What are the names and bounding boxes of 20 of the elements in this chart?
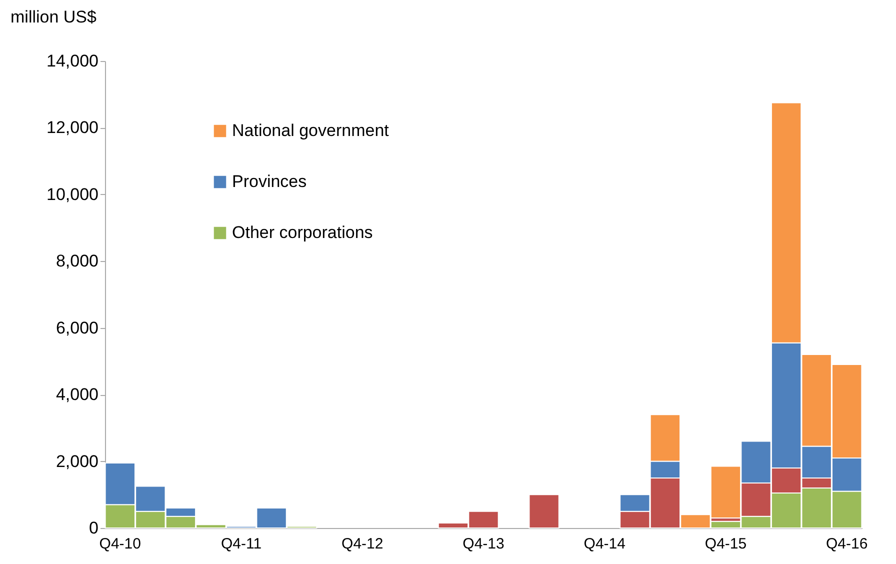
x-tick-label: Q4-11 <box>220 536 262 552</box>
y-tick-label: 12,000 <box>46 118 98 138</box>
x-tick-label: Q4-13 <box>462 536 504 552</box>
y-tick-label: 10,000 <box>46 184 98 204</box>
bar <box>528 494 560 528</box>
x-tick-label: Q4-10 <box>99 536 141 552</box>
x-tick-label: Q4-12 <box>342 536 384 552</box>
y-tick-label: 4,000 <box>56 385 98 404</box>
x-tick-label: Q4-15 <box>704 536 747 552</box>
y-tick-label: 0 <box>89 518 98 538</box>
y-tick-label: 14,000 <box>46 52 98 70</box>
legend-label: Provinces <box>232 172 307 191</box>
x-tick-label: Q4-16 <box>826 536 868 552</box>
y-tick-label: 2,000 <box>56 452 98 471</box>
y-tick-label: 8,000 <box>56 252 98 271</box>
y-axis-title: million US$ <box>10 8 98 26</box>
legend-label: Other corporations <box>232 223 373 242</box>
legend-label: National government <box>232 121 390 140</box>
y-tick-label: 6,000 <box>56 318 98 338</box>
x-tick-label: Q4-14 <box>584 536 626 552</box>
